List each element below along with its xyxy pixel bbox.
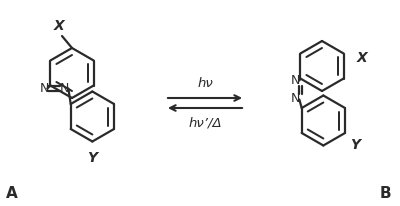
- Text: N: N: [60, 82, 69, 95]
- Text: B: B: [379, 186, 391, 201]
- Text: X: X: [54, 19, 64, 33]
- Text: X: X: [357, 51, 368, 65]
- Text: Y: Y: [350, 138, 360, 152]
- Text: hν: hν: [197, 77, 213, 90]
- Text: N: N: [291, 74, 300, 87]
- Text: Y: Y: [87, 151, 97, 165]
- Text: N: N: [40, 82, 49, 95]
- Text: A: A: [6, 186, 18, 201]
- Text: hν’/Δ: hν’/Δ: [188, 116, 222, 129]
- Text: N: N: [291, 92, 300, 105]
